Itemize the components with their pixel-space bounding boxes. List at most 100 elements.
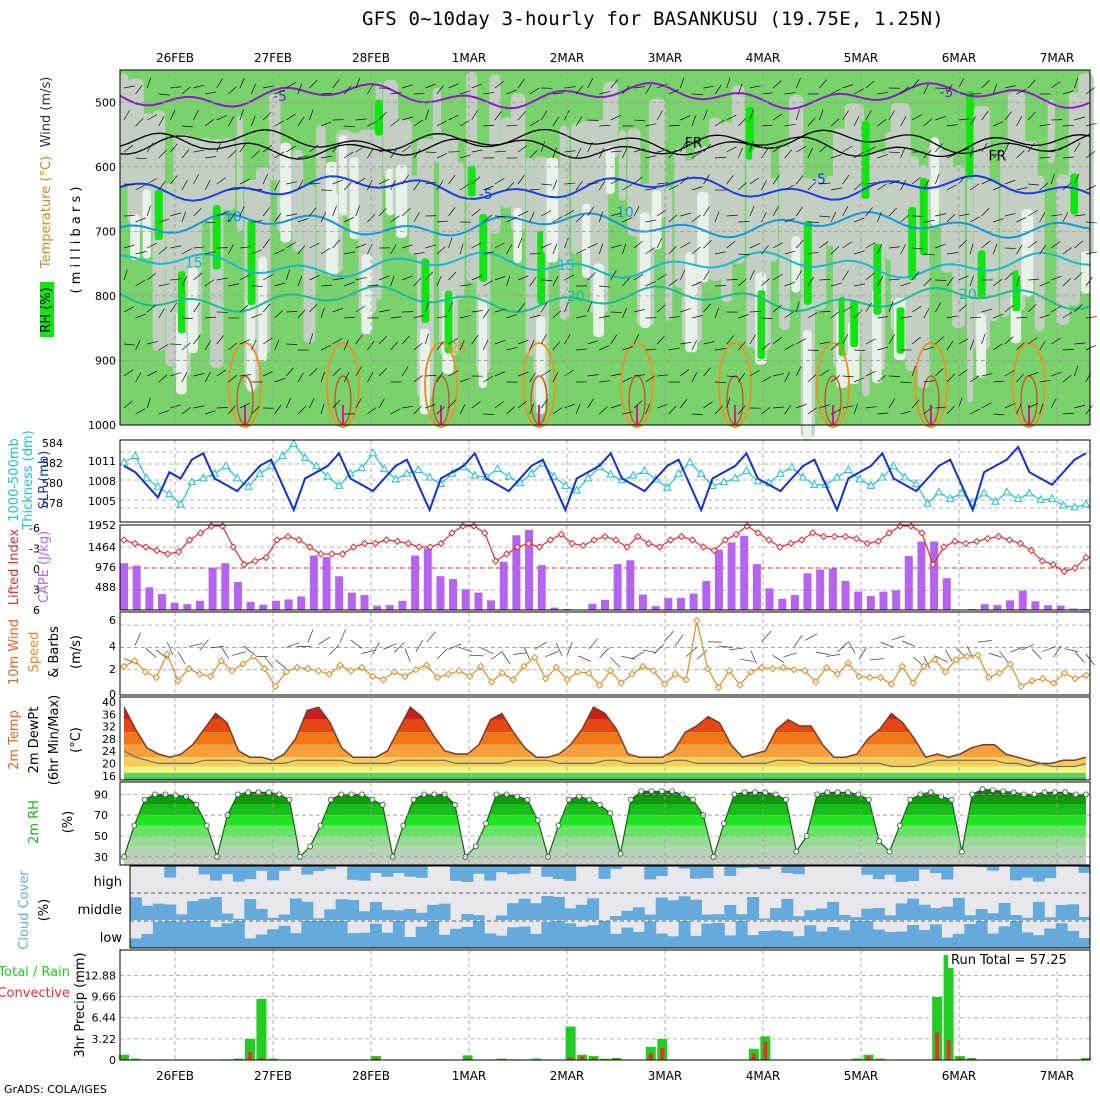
li-tick: 0 [33, 563, 40, 576]
li-marker [426, 543, 434, 551]
wind-speed-marker [185, 664, 193, 673]
wind-barb [680, 115, 691, 121]
li-marker [787, 539, 795, 548]
wind-speed-marker [736, 681, 744, 690]
wind-barb [506, 347, 518, 351]
cape-bar [790, 595, 799, 610]
wind-barb [772, 145, 783, 153]
rh-light-cell [221, 138, 235, 210]
wind-barb [795, 109, 800, 121]
wind-barb-10m [231, 651, 246, 656]
rh-dark-cell [803, 220, 812, 305]
li-marker [164, 550, 172, 558]
cloud-cell [244, 866, 257, 880]
wind-barb [274, 89, 285, 95]
cloud-cell [610, 933, 622, 948]
wind-barb [367, 84, 374, 95]
wind-barb [1051, 275, 1062, 281]
cloud-cell [907, 866, 920, 881]
rh-light-cell [768, 178, 779, 262]
thickness-marker [221, 461, 231, 470]
li-marker [174, 548, 183, 556]
wind-barb-10m [286, 642, 300, 648]
rh-band [124, 846, 1086, 857]
li-marker [1082, 553, 1090, 562]
wind-barb [378, 207, 387, 217]
rh-marker [865, 796, 872, 803]
isotherm-label: 15 [557, 258, 575, 274]
wind-barb [239, 246, 251, 249]
rh-marker [741, 789, 748, 796]
wind-barb [262, 337, 273, 345]
li-marker [393, 537, 402, 546]
date-label-top: 4MAR [746, 51, 781, 65]
thickness-marker [379, 464, 389, 473]
wind-barb [645, 219, 657, 223]
temp-band [124, 732, 1086, 745]
rh-light-cell [618, 130, 626, 201]
isotherm-line [119, 132, 1091, 160]
wind-barb [1004, 336, 1014, 345]
thickness-marker [187, 477, 197, 486]
cloud-cell [427, 904, 440, 920]
cloud-cell [392, 866, 405, 874]
wind-barb [425, 271, 434, 281]
wind-barb [320, 155, 332, 159]
rh-marker [379, 801, 386, 808]
wind-barb [714, 211, 720, 223]
cloud-cell [884, 915, 897, 920]
li-marker [688, 536, 697, 544]
wind-barb [819, 79, 827, 89]
wind10m-axis-label-4: (m/s) [69, 635, 84, 669]
wind-barb [1074, 173, 1080, 185]
cape-bar [373, 605, 382, 610]
thickness-marker [244, 481, 253, 490]
wind-barb [877, 276, 884, 287]
thickness-marker [198, 473, 208, 482]
wind-barb [286, 181, 298, 185]
wind-barb [390, 119, 400, 127]
wind-barb [761, 278, 770, 287]
thickness-marker [504, 471, 514, 480]
cloud-cell [884, 932, 897, 948]
wind-barb [726, 214, 738, 217]
cloud-cell [1078, 866, 1091, 873]
cloud-cell [850, 921, 862, 948]
wind-barb [205, 156, 217, 159]
wind-barb [1039, 314, 1051, 319]
cape-bar [828, 568, 837, 610]
wind-barb-10m [664, 630, 674, 642]
precip-convective-bar [935, 1032, 940, 1060]
li-marker [918, 529, 926, 537]
cloud-cell [872, 929, 885, 948]
wind-barb [517, 275, 529, 281]
wind-barb [1016, 373, 1025, 383]
cloud-cell [975, 909, 988, 920]
cape-bar [525, 529, 534, 610]
wind-barb-10m [1064, 648, 1079, 653]
wind-speed-marker [876, 673, 885, 682]
wind-barb [367, 284, 379, 287]
wind-barb [321, 92, 333, 95]
wind-barb [204, 180, 211, 191]
wind-barb [552, 310, 562, 319]
wind-barb [413, 180, 421, 191]
cloud-cell [347, 866, 360, 880]
rh-marker [524, 796, 531, 803]
wind-barb [854, 283, 866, 287]
isotherm-25-loop [228, 342, 262, 428]
li-marker [863, 539, 872, 548]
wind-barb [946, 340, 954, 351]
rh-tick: 30 [94, 851, 108, 864]
wind-barb [842, 241, 852, 249]
wind-barb [1062, 125, 1074, 127]
rh-pale-cell [513, 207, 522, 264]
wind-barb [657, 403, 668, 409]
wind-barb [993, 413, 1005, 416]
rh-light-cell [1047, 99, 1055, 164]
cloud-cell [221, 913, 234, 920]
slp-tick: 1005 [88, 495, 116, 508]
wind-barb-10m [923, 656, 931, 669]
wind-speed-marker [390, 668, 398, 676]
wind-barb-10m [404, 648, 411, 662]
